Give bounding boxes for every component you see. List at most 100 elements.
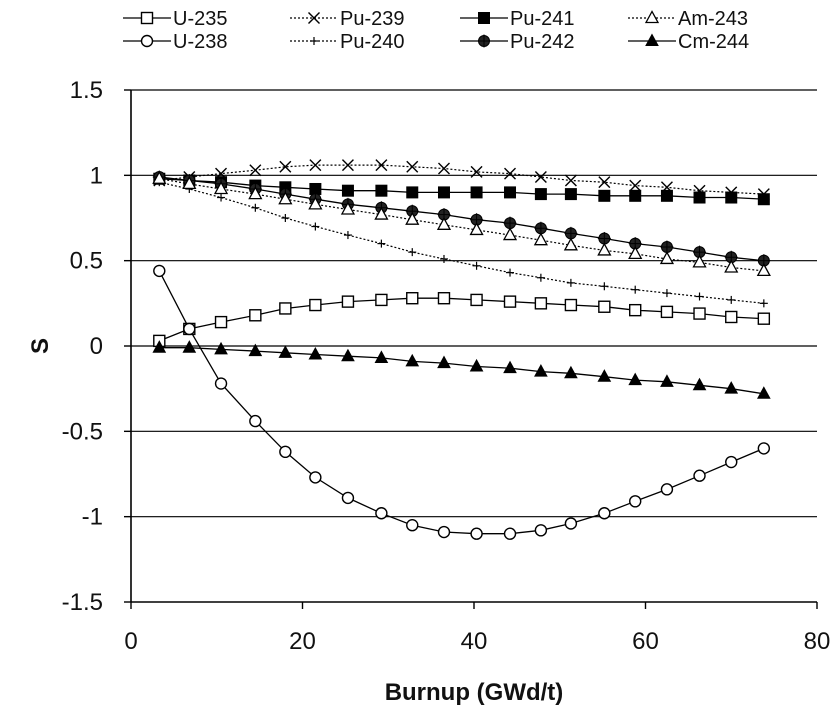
- point-pu-239-5: [309, 159, 322, 172]
- point-u-235-5: [309, 298, 322, 312]
- point-pu-241-16: [660, 189, 673, 202]
- point-u-235-17: [693, 307, 706, 320]
- legend-marker-pu-239: [308, 12, 320, 24]
- point-u-238-4: [279, 445, 292, 459]
- point-cm-244-9: [437, 355, 451, 369]
- point-cm-244-16: [660, 374, 674, 387]
- point-u-238-16: [660, 483, 674, 496]
- point-pu-241-11: [504, 186, 517, 199]
- legend-item-pu-241: Pu-241: [460, 8, 575, 30]
- point-am-243-17: [692, 254, 707, 268]
- point-u-238-11: [503, 527, 517, 540]
- point-pu-240-8: [408, 248, 417, 257]
- point-cm-244-19: [756, 386, 771, 399]
- point-cm-244-11: [503, 360, 517, 374]
- axes: 1.5 1 0.5 0 -0.5 -1 -1.5 0 20 40 60 80: [62, 77, 831, 655]
- point-u-238-0: [153, 264, 166, 278]
- x-tick-label-0: 0: [124, 628, 137, 655]
- point-pu-239-6: [341, 159, 354, 172]
- point-pu-240-11: [506, 268, 515, 277]
- legend-marker-pu-240: [310, 37, 318, 45]
- point-pu-240-17: [695, 292, 704, 301]
- series-pu-240: [155, 178, 768, 308]
- legend-marker-pu-241: [478, 12, 490, 24]
- point-pu-239-4: [279, 160, 292, 173]
- point-u-238-9: [437, 525, 451, 539]
- point-am-243-18: [724, 259, 739, 273]
- y-tick-label-0: 1.5: [70, 77, 103, 104]
- point-cm-244-5: [308, 346, 323, 360]
- point-u-238-18: [725, 455, 738, 469]
- point-cm-244-2: [214, 341, 228, 355]
- point-u-238-3: [249, 414, 262, 428]
- legend-item-pu-239: Pu-239: [290, 8, 405, 30]
- y-tick-label-6: -1.5: [62, 589, 103, 616]
- point-pu-240-5: [311, 222, 320, 231]
- point-cm-244-7: [374, 350, 389, 363]
- series-group: [152, 159, 771, 540]
- point-pu-242-8: [405, 204, 419, 218]
- point-u-238-13: [564, 517, 578, 530]
- y-tick-label-4: -0.5: [62, 418, 103, 445]
- legend-marker-u-235: [140, 11, 154, 25]
- legend-item-am-243: Am-243: [628, 8, 748, 30]
- legend-label-pu-239: Pu-239: [340, 8, 405, 30]
- legend: U-235 Pu-239 Pu-241 Am-243 U-238 Pu-240 Pu-242…: [123, 8, 749, 53]
- x-tick-label-3: 60: [632, 628, 659, 655]
- gridlines: [131, 89, 817, 518]
- point-u-235-14: [598, 300, 611, 313]
- point-cm-244-3: [248, 343, 263, 357]
- point-pu-241-12: [534, 188, 547, 201]
- point-pu-241-13: [564, 188, 577, 201]
- point-cm-244-4: [278, 345, 293, 358]
- point-pu-239-3: [249, 164, 262, 177]
- point-u-235-19: [757, 312, 771, 325]
- point-pu-239-8: [406, 160, 419, 173]
- series-line-pu-240: [159, 181, 764, 304]
- point-pu-241-6: [341, 184, 354, 197]
- y-tick-label-3: 0: [90, 333, 103, 360]
- point-am-243-8: [405, 211, 420, 225]
- point-u-238-15: [629, 495, 642, 508]
- point-u-235-18: [725, 310, 738, 324]
- point-am-243-7: [374, 206, 389, 220]
- point-pu-241-14: [598, 189, 611, 202]
- point-am-243-9: [436, 216, 452, 230]
- point-u-238-5: [309, 471, 322, 484]
- point-cm-244-0: [152, 340, 167, 353]
- legend-label-cm-244: Cm-244: [678, 31, 749, 53]
- series-line-am-243: [159, 178, 764, 272]
- y-axis-title: S: [27, 338, 54, 354]
- point-cm-244-6: [341, 348, 355, 362]
- point-pu-240-10: [472, 261, 481, 270]
- point-u-238-12: [534, 524, 548, 537]
- point-u-238-8: [406, 519, 419, 532]
- point-u-235-3: [249, 309, 262, 322]
- legend-marker-cm-244: [645, 33, 659, 46]
- legend-label-pu-242: Pu-242: [510, 31, 575, 53]
- legend-item-u-235: U-235: [123, 8, 227, 30]
- point-pu-239-10: [470, 165, 483, 178]
- point-u-238-2: [214, 377, 228, 390]
- legend-item-pu-242: Pu-242: [460, 31, 575, 53]
- point-pu-241-8: [406, 186, 419, 199]
- point-pu-239-7: [375, 159, 388, 172]
- point-u-235-9: [437, 292, 451, 305]
- point-pu-240-3: [251, 203, 260, 212]
- x-tick-label-1: 20: [289, 628, 316, 655]
- point-u-235-16: [660, 305, 674, 319]
- point-pu-241-7: [375, 184, 388, 197]
- point-am-243-6: [340, 201, 356, 215]
- point-pu-241-15: [629, 189, 642, 202]
- point-pu-239-9: [437, 162, 450, 175]
- y-tick-label-1: 1: [90, 162, 103, 189]
- point-u-238-6: [341, 491, 355, 505]
- point-u-235-13: [564, 298, 578, 312]
- point-u-235-15: [629, 303, 642, 317]
- point-am-243-10: [469, 222, 484, 236]
- point-pu-240-13: [566, 278, 575, 287]
- series-pu-241: [153, 172, 770, 206]
- point-u-235-4: [279, 302, 292, 315]
